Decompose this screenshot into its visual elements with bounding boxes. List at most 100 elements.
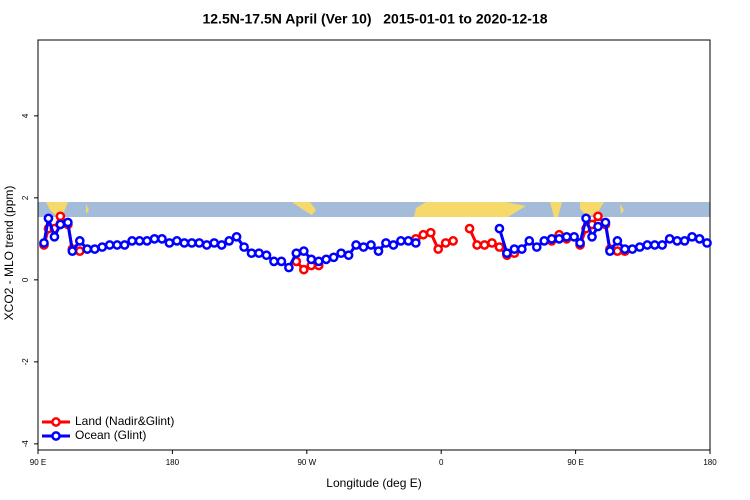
point — [313, 256, 324, 267]
point — [276, 256, 287, 267]
point — [494, 242, 505, 252]
point — [239, 242, 249, 252]
point — [284, 262, 294, 273]
point — [179, 238, 190, 248]
point — [554, 234, 565, 244]
point — [388, 240, 399, 250]
point — [343, 250, 354, 261]
point — [464, 223, 475, 234]
point — [291, 248, 302, 259]
legend-label: Ocean (Glint) — [75, 428, 146, 442]
point — [55, 211, 66, 222]
point — [39, 238, 49, 248]
y-tick-label: 2 — [21, 195, 30, 200]
point — [254, 248, 264, 259]
point — [186, 238, 197, 248]
point — [74, 236, 85, 246]
point — [587, 231, 597, 242]
point — [97, 242, 108, 252]
y-tick-label: -4 — [21, 440, 30, 448]
x-axis-label: Longitude (deg E) — [326, 476, 421, 490]
point — [509, 244, 520, 254]
point — [605, 246, 615, 256]
point — [612, 246, 623, 256]
point — [620, 244, 630, 254]
point — [157, 234, 167, 244]
y-tick-label: 0 — [21, 277, 30, 282]
point — [49, 231, 60, 242]
point — [321, 254, 332, 265]
point — [298, 246, 309, 256]
point — [569, 231, 579, 242]
point — [261, 250, 272, 261]
point — [600, 217, 611, 228]
point — [89, 244, 100, 254]
legend: Land (Nadir&Glint)Ocean (Glint) — [42, 414, 174, 442]
point — [539, 236, 550, 246]
x-tick-label: 180 — [703, 458, 717, 467]
point — [194, 238, 205, 248]
x-tick-label: 90 E — [567, 458, 583, 467]
point — [216, 240, 227, 250]
point — [664, 234, 675, 244]
point — [634, 242, 645, 252]
point — [134, 236, 145, 246]
point — [448, 236, 458, 246]
legend-marker — [51, 431, 61, 441]
point — [74, 246, 85, 256]
point — [209, 238, 220, 248]
point — [112, 240, 122, 250]
legend-label: Land (Nadir&Glint) — [75, 414, 174, 428]
point — [172, 236, 182, 246]
point — [642, 240, 653, 250]
x-tick-label: 180 — [166, 458, 180, 467]
point — [702, 238, 712, 248]
point — [82, 244, 93, 254]
point — [593, 221, 603, 232]
y-tick-label: 4 — [21, 113, 30, 118]
y-axis-label: XCO2 - MLO trend (ppm) — [2, 186, 16, 321]
x-tick-label: 90 E — [30, 458, 46, 467]
x-tick-label: 90 W — [297, 458, 316, 467]
point — [403, 236, 414, 246]
point — [649, 240, 660, 250]
point — [524, 236, 535, 246]
point — [561, 231, 572, 242]
point — [351, 240, 361, 250]
point — [546, 234, 557, 244]
point — [479, 240, 490, 250]
point — [396, 236, 406, 246]
point — [487, 238, 497, 248]
point — [306, 254, 317, 265]
point — [381, 238, 391, 248]
point — [366, 240, 376, 250]
point — [224, 236, 234, 246]
point — [679, 236, 690, 246]
legend-marker — [51, 417, 61, 427]
point — [494, 223, 505, 234]
point — [410, 238, 421, 248]
point — [425, 227, 436, 238]
x-tick-label: 0 — [439, 458, 444, 467]
point — [231, 231, 242, 242]
point — [119, 240, 130, 250]
point — [433, 244, 444, 254]
point — [269, 256, 279, 267]
point — [127, 236, 137, 246]
point — [575, 238, 585, 248]
point — [440, 238, 451, 248]
point — [657, 240, 668, 250]
point — [627, 244, 638, 254]
point — [672, 236, 682, 246]
point — [246, 248, 257, 259]
point — [418, 229, 429, 240]
map-strip — [38, 202, 710, 217]
point — [142, 236, 152, 246]
point — [531, 242, 542, 252]
point — [516, 244, 527, 254]
point — [687, 231, 697, 242]
point — [63, 217, 73, 228]
point — [358, 242, 369, 252]
point — [593, 211, 603, 222]
